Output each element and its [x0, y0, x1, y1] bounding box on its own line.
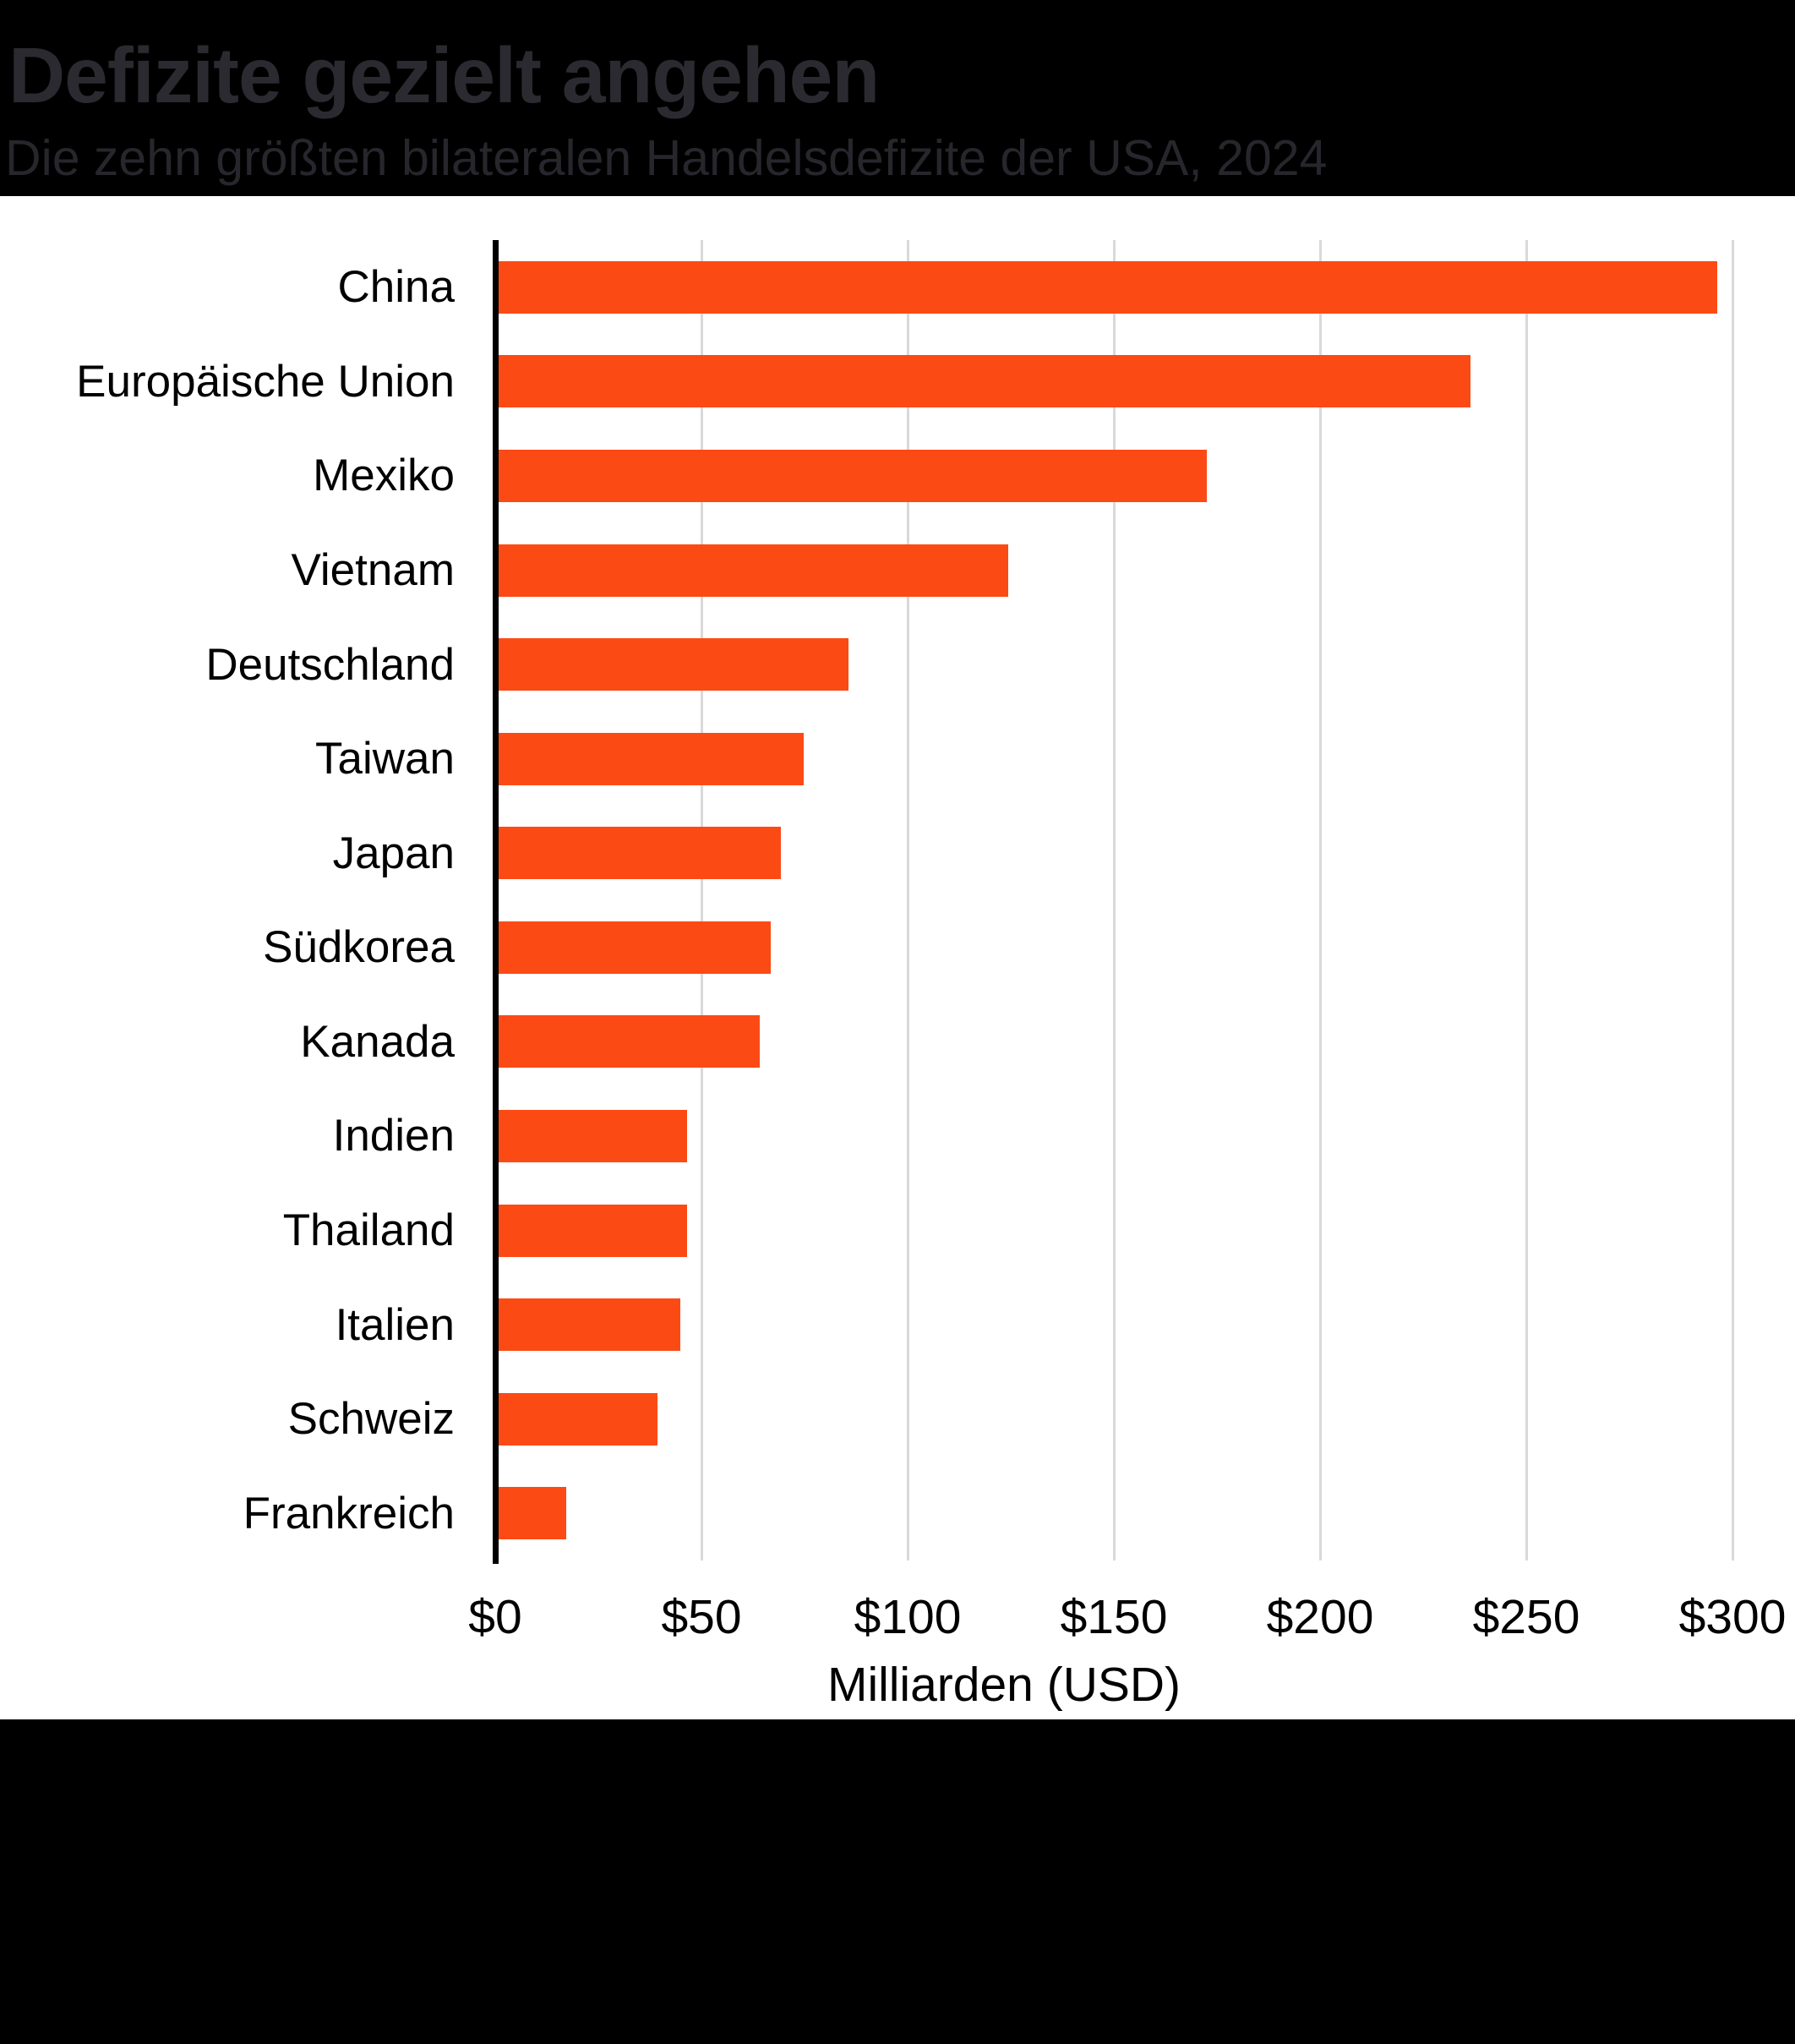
bar-row: Japan: [0, 806, 1795, 900]
bar: [499, 1109, 688, 1162]
x-tick-label: $250: [1472, 1590, 1580, 1644]
bar: [499, 827, 782, 880]
bar: [499, 1392, 657, 1446]
y-axis-line: [493, 240, 499, 1564]
x-tick-label: $150: [1060, 1590, 1168, 1644]
x-tick-label: $0: [468, 1590, 522, 1644]
bar: [499, 921, 772, 974]
gridline: [700, 240, 703, 1560]
bar-row: Kanada: [0, 995, 1795, 1090]
x-tick-label: $200: [1266, 1590, 1374, 1644]
category-label: Taiwan: [315, 734, 455, 784]
category-label: Indien: [332, 1111, 455, 1161]
bar: [499, 544, 1008, 597]
footer-band: [0, 1719, 1795, 2044]
bar: [499, 449, 1208, 502]
gridline: [906, 240, 909, 1560]
category-label: Mexiko: [313, 451, 455, 501]
bar: [499, 732, 804, 785]
category-label: Südkorea: [263, 922, 455, 973]
gridline: [1112, 240, 1116, 1560]
header-band: Defizite gezielt angehen Die zehn größte…: [0, 0, 1795, 196]
bar-row: China: [0, 240, 1795, 335]
x-tick-label: $50: [661, 1590, 742, 1644]
bar-row: Thailand: [0, 1183, 1795, 1278]
chart-subtitle: Die zehn größten bilateralen Handelsdefi…: [5, 130, 1328, 186]
bar: [499, 1204, 687, 1257]
bar: [499, 1298, 680, 1352]
category-label: Deutschland: [205, 639, 455, 690]
category-label: Schweiz: [287, 1394, 455, 1445]
x-tick-label: $300: [1678, 1590, 1787, 1644]
category-label: Kanada: [300, 1016, 455, 1067]
bar-row: Deutschland: [0, 617, 1795, 712]
gridline: [1525, 240, 1528, 1560]
category-label: China: [337, 262, 455, 313]
bar: [499, 260, 1717, 314]
gridline: [1318, 240, 1322, 1560]
bar-row: Frankreich: [0, 1467, 1795, 1561]
category-label: Thailand: [282, 1205, 455, 1256]
x-tick-label: $100: [854, 1590, 962, 1644]
bar: [499, 355, 1470, 408]
bar: [499, 1487, 567, 1540]
category-label: Europäische Union: [76, 356, 455, 407]
chart-title: Defizite gezielt angehen: [8, 31, 880, 119]
bar-row: Indien: [0, 1089, 1795, 1183]
category-label: Japan: [332, 828, 455, 878]
bar-row: Italien: [0, 1277, 1795, 1372]
category-label: Italien: [335, 1299, 455, 1350]
bar-chart-plot: China Europäische Union Mexiko Vietnam Deuts…: [0, 196, 1795, 1719]
x-axis-title: Milliarden (USD): [827, 1658, 1181, 1712]
bar-rows: China Europäische Union Mexiko Vietnam Deuts…: [0, 240, 1795, 1560]
bar: [499, 638, 848, 691]
bar-row: Südkorea: [0, 900, 1795, 995]
bar: [499, 1015, 760, 1068]
bar-row: Taiwan: [0, 712, 1795, 806]
category-label: Vietnam: [291, 545, 455, 596]
bar-row: Mexiko: [0, 429, 1795, 523]
bar-row: Schweiz: [0, 1372, 1795, 1467]
bar-row: Europäische Union: [0, 335, 1795, 429]
bar-row: Vietnam: [0, 523, 1795, 618]
gridline: [1731, 240, 1734, 1560]
category-label: Frankreich: [243, 1488, 455, 1538]
